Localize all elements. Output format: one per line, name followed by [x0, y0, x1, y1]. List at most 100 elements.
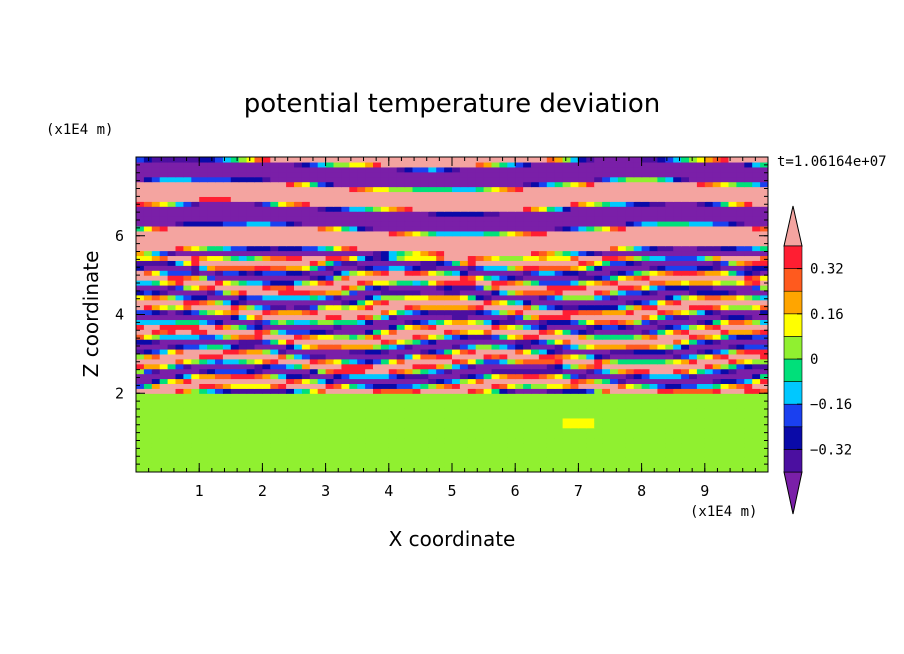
heat-cell [562, 250, 572, 257]
heat-cell [554, 250, 564, 257]
heat-cell [610, 196, 619, 202]
heat-cell [562, 265, 572, 271]
heat-cell [507, 255, 516, 261]
heat-cell [594, 437, 603, 444]
heat-cell [317, 235, 327, 242]
heat-cell [578, 201, 587, 207]
heat-cell [380, 412, 390, 419]
heat-cell [404, 265, 414, 271]
heat-cell [760, 309, 768, 316]
heat-cell [286, 250, 295, 257]
heat-cell [720, 240, 730, 247]
heat-cell [294, 368, 303, 375]
heat-cell [428, 260, 437, 266]
heat-cell [238, 452, 248, 458]
heat-cell [681, 393, 690, 399]
heat-cell [301, 348, 311, 355]
heat-cell [373, 191, 382, 197]
heat-cell [333, 201, 342, 207]
heat-cell [633, 220, 643, 227]
heat-cell [570, 294, 579, 301]
heat-cell [617, 452, 627, 458]
heat-cell [452, 289, 461, 296]
heat-cell [301, 275, 311, 281]
heat-cell [578, 289, 587, 296]
heat-cell [317, 373, 327, 380]
heat-cell [278, 368, 287, 375]
heat-cell [428, 442, 437, 448]
heat-cell [294, 201, 303, 207]
heat-cell [325, 462, 335, 468]
heat-cell [515, 309, 524, 316]
heat-cell [483, 280, 493, 286]
heat-cell [238, 171, 248, 178]
heat-cell [215, 334, 224, 340]
heat-cell [136, 422, 145, 429]
heat-cell [294, 417, 303, 424]
heat-cell [760, 206, 768, 212]
heat-cell [744, 191, 753, 197]
heat-cell [689, 447, 698, 453]
heat-cell [262, 270, 271, 276]
heat-cell [301, 373, 311, 380]
heat-cell [222, 260, 232, 266]
heat-cell [215, 240, 224, 247]
heat-cell [412, 240, 421, 247]
heat-cell [357, 383, 366, 389]
heat-cell [538, 422, 548, 429]
heat-cell [515, 304, 524, 311]
heat-cell [760, 304, 768, 311]
heat-cell [673, 383, 682, 389]
heat-cell [436, 166, 445, 173]
heat-cell [412, 427, 421, 434]
heat-cell [491, 191, 500, 197]
heat-cell [610, 176, 619, 183]
heat-cell [665, 344, 674, 350]
heat-cell [420, 284, 429, 291]
heat-cell [309, 206, 319, 212]
heat-cell [562, 235, 572, 242]
heat-cell [602, 358, 611, 365]
heat-cell [191, 304, 200, 311]
heat-cell [404, 280, 414, 286]
heat-cell [720, 191, 730, 197]
heat-cell [459, 275, 469, 281]
heat-cell [167, 467, 177, 472]
heat-cell [151, 368, 161, 375]
heat-cell [325, 225, 335, 232]
heat-cell [578, 334, 587, 340]
heat-cell [317, 299, 327, 306]
heat-cell [396, 206, 406, 212]
heat-cell [286, 161, 295, 168]
heat-cell [301, 427, 311, 434]
heat-cell [617, 334, 627, 340]
heat-cell [665, 398, 674, 404]
heat-cell [230, 245, 240, 252]
heat-cell [459, 289, 469, 296]
heat-cell [704, 314, 714, 321]
heat-cell [483, 467, 493, 472]
heat-cell [641, 373, 651, 380]
heat-cell [665, 452, 674, 458]
heat-cell [396, 329, 406, 335]
heat-cell [404, 324, 414, 330]
heat-cell [238, 225, 248, 232]
heat-cell [689, 240, 698, 247]
heat-cell [380, 265, 390, 271]
heat-cell [301, 304, 311, 311]
heat-cell [689, 334, 698, 340]
heat-cell [633, 398, 643, 404]
heat-cell [357, 166, 366, 173]
heat-cell [736, 368, 745, 375]
heat-cell [720, 230, 730, 237]
heat-cell [436, 383, 445, 389]
heat-cell [681, 309, 690, 316]
heat-cell [183, 245, 192, 252]
heat-cell [752, 319, 761, 325]
heat-cell [467, 230, 477, 237]
heat-cell [365, 245, 374, 252]
heat-cell [546, 181, 556, 188]
heat-cell [594, 422, 603, 429]
heat-cell [436, 240, 445, 247]
heat-cell [222, 432, 232, 439]
